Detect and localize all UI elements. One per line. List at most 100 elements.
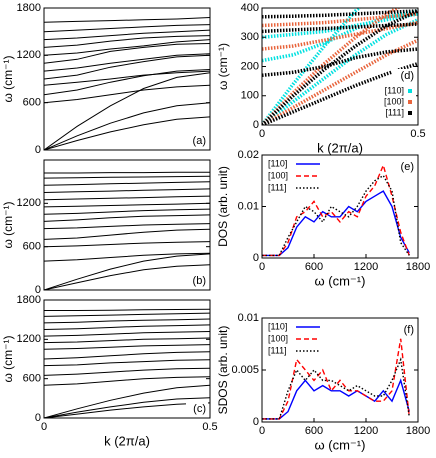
y-tick-label: 0 [35,412,41,424]
y-tick-label: 1200 [17,333,41,345]
x-tick-label: 1200 [354,261,378,273]
y-tick-label: 0.02 [238,149,259,161]
legend-label: [110] [268,321,287,331]
band [262,9,418,19]
panel: 0 0.005 0.01 0 600 1200 1800 ω (cm⁻¹) SDOS (arb.… [216,312,430,453]
band [44,331,210,337]
plot-area [44,308,210,418]
band [262,12,418,28]
legend-back [370,108,416,119]
band [44,402,210,418]
dos-line [262,357,410,420]
band [44,84,210,104]
panel-label-back [392,69,416,83]
frame [43,299,211,419]
panel-label: (b) [193,275,206,287]
band [44,43,210,64]
x-tick-label: 0 [41,421,47,433]
x-axis-label: k (2π/a) [317,140,363,155]
x-tick-label: 0.5 [202,421,217,433]
x-tick-label: 0 [259,261,265,273]
band [262,9,418,125]
frame [43,7,211,151]
band [262,20,418,51]
plot-area [262,163,410,257]
band [44,171,210,174]
legend-swatch [408,89,412,93]
band [44,367,210,376]
x-tick-label: 0 [259,128,265,140]
y-axis-label: ω (cm⁻¹) [1,201,15,248]
legend-back [370,86,416,97]
plot-area [44,17,210,150]
dos-line [262,190,410,257]
y-axis-label: ω (cm⁻¹) [1,55,15,102]
band [44,359,210,367]
band [44,384,210,418]
y-tick-label: 300 [241,31,259,43]
x-tick-label: 600 [305,425,323,437]
legend-label: [110] [385,85,404,95]
y-tick-label: 200 [241,60,259,72]
x-tick-label: 0.5 [410,128,425,140]
legend-label: [111] [268,182,287,192]
panel-label: (f) [404,324,414,336]
y-axis-label: DOS (arb. unit) [216,166,230,247]
y-tick-label: 1200 [17,197,41,209]
band [44,39,210,56]
band [44,208,210,215]
panel: 0 0.01 0.02 0 600 1200 1800 ω (cm⁻¹) DOS (arb. u… [216,149,430,289]
plot-area [262,8,418,125]
panel-label: (e) [401,161,414,173]
legend-back [370,97,416,108]
dos-line [262,163,410,257]
band [44,24,210,33]
y-tick-label: 1800 [17,294,41,306]
legend-label: [111] [385,107,404,117]
panel-label-back [186,274,208,288]
y-tick-label: 0 [253,416,259,428]
y-tick-label: 0.01 [238,200,259,212]
x-axis-label: k (2π/a) [104,433,150,448]
y-tick-label: 600 [23,373,41,385]
y-tick-label: 0 [35,144,41,156]
y-tick-label: 1200 [17,49,41,61]
y-tick-label: 0.005 [231,364,259,376]
band [44,116,210,150]
legend-label: [100] [268,333,288,343]
panel-label-back [186,402,208,416]
band [44,376,210,386]
band [44,214,210,222]
y-axis-label: ω (cm⁻¹) [216,43,230,90]
y-axis-label: ω (cm⁻¹) [1,335,15,382]
y-tick-label: 600 [23,241,41,253]
band [44,202,210,208]
band [44,264,210,290]
band [44,312,210,317]
band [44,195,210,201]
band [44,69,210,96]
panel-label: (a) [193,135,206,147]
band [44,175,210,179]
legend-label: [100] [268,170,288,180]
band [262,47,418,78]
band [44,181,210,186]
band [44,318,210,324]
band [44,344,210,350]
legend-swatch [408,100,412,104]
band [44,337,210,344]
band [44,70,210,86]
legend-label: [111] [268,345,287,355]
panel-label: (d) [401,70,414,82]
band [44,102,210,150]
legend-label: [110] [268,158,287,168]
legend-swatch [408,111,412,115]
band [44,241,210,248]
y-tick-label: 600 [23,97,41,109]
band [44,397,210,418]
y-tick-label: 400 [241,2,259,14]
y-tick-label: 1800 [17,2,41,14]
